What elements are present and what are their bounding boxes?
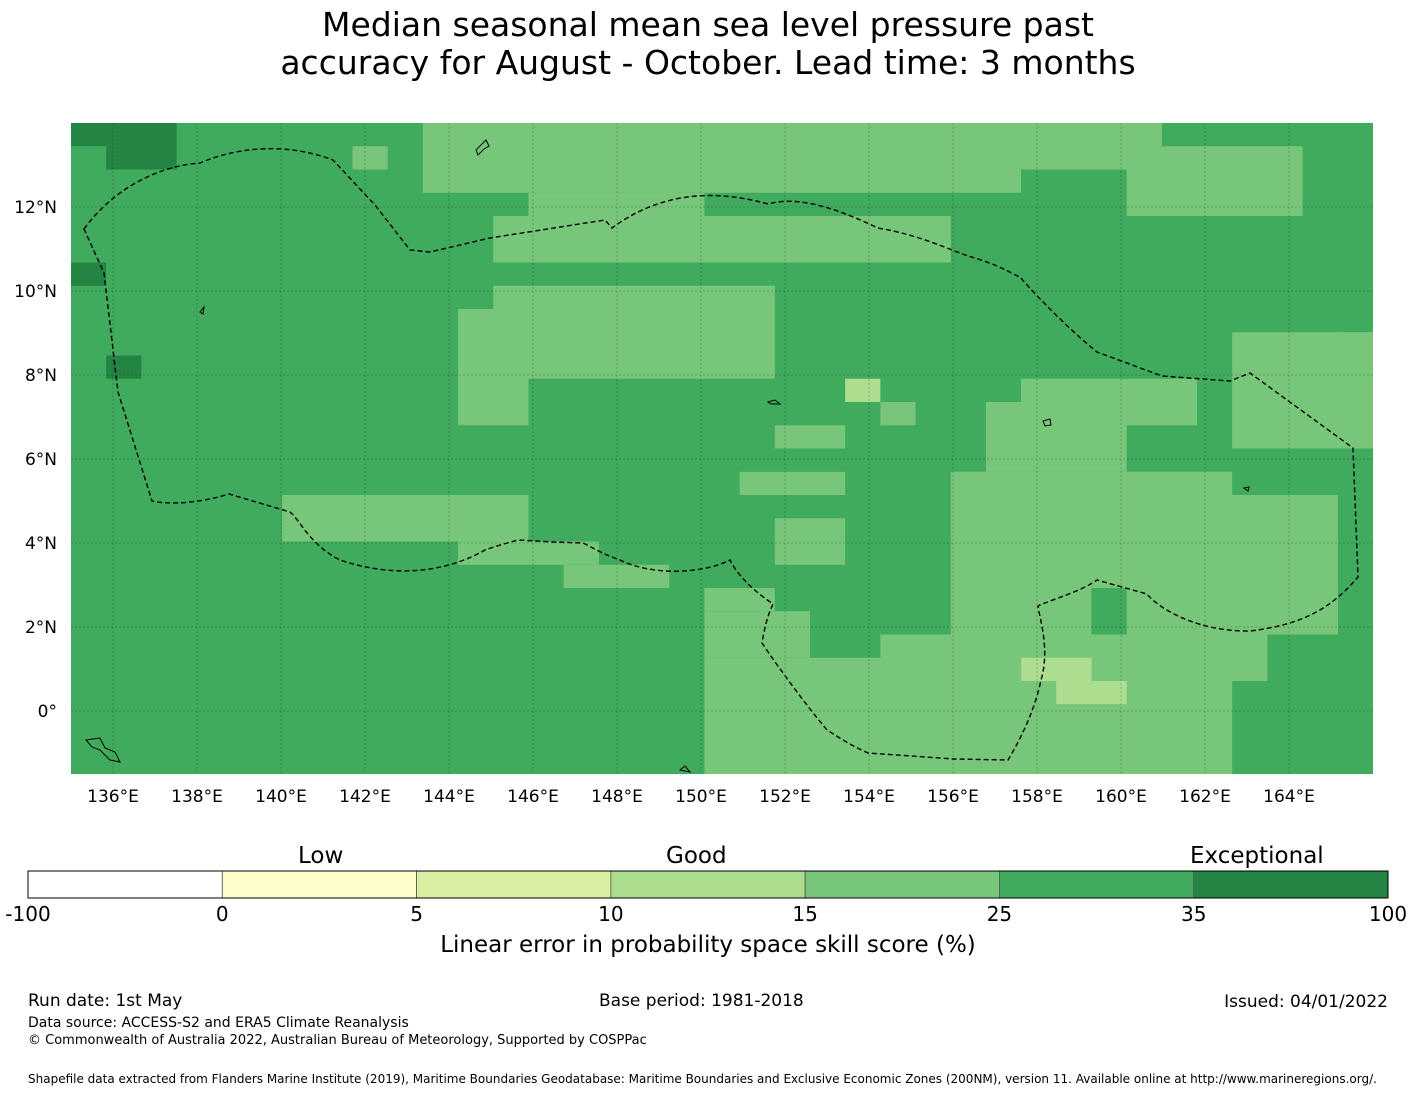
lon-tick-label: 142°E (339, 787, 391, 807)
eez-boundary-line (83, 147, 1359, 761)
lon-tick-label: 148°E (591, 787, 643, 807)
skill-cell (845, 239, 951, 263)
shapefile-credit: Shapefile data extracted from Flanders M… (28, 1072, 1377, 1086)
eez-boundary (83, 147, 1359, 761)
lon-tick-label: 156°E (927, 787, 979, 807)
skill-cell (950, 704, 1162, 774)
skill-cell (774, 518, 846, 565)
skill-cell (1337, 332, 1373, 449)
skill-cell (774, 425, 846, 449)
skill-cell (1126, 518, 1162, 565)
skill-cell (809, 704, 916, 774)
colorbar-tick-label: 100 (1368, 902, 1408, 926)
skill-cell (493, 285, 775, 379)
category-good: Good (666, 843, 727, 869)
colorbar-tick-label: -100 (5, 902, 51, 926)
skill-cell (1267, 588, 1338, 635)
pohnpei-island (1042, 418, 1052, 427)
skill-cell (1021, 378, 1198, 426)
colorbar-tick-label: 25 (986, 902, 1013, 926)
skill-cell (634, 495, 670, 519)
lat-tick-label: 6°N (25, 450, 57, 470)
chuuk-island (766, 399, 782, 405)
lon-tick-label: 144°E (423, 787, 475, 807)
skill-cell (1056, 681, 1127, 705)
lon-tick-label: 140°E (255, 787, 307, 807)
chart-title: Median seasonal mean sea level pressure … (0, 6, 1416, 82)
colorbar-label: Linear error in probability space skill … (440, 932, 976, 958)
png-coast (85, 737, 121, 763)
colorbar-tick-label: 35 (1180, 902, 1207, 926)
category-low: Low (298, 843, 344, 869)
skill-cell (106, 123, 177, 170)
lat-tick-label: 10°N (14, 282, 57, 302)
kosrae-island (1242, 486, 1250, 492)
lon-tick-label: 162°E (1179, 787, 1231, 807)
category-exceptional: Exceptional (1190, 843, 1324, 869)
colorbar-tick-label: 10 (598, 902, 624, 926)
lon-tick-label: 158°E (1011, 787, 1063, 807)
colorbar-tick-label: 5 (410, 902, 423, 926)
lat-tick-label: 4°N (25, 534, 57, 554)
skill-cell (704, 611, 810, 658)
colorbar-tick-label: 15 (792, 902, 818, 926)
lat-tick-label: 8°N (25, 366, 57, 386)
lat-tick-label: 2°N (25, 618, 57, 638)
lon-tick-label: 146°E (507, 787, 559, 807)
island-outlines (85, 139, 1250, 773)
run-date: Run date: 1st May (28, 991, 183, 1011)
skill-cell (282, 495, 529, 542)
lon-tick-label: 150°E (675, 787, 727, 807)
skill-cell (739, 448, 881, 472)
skill-cell (704, 588, 775, 612)
lon-tick-label: 160°E (1095, 787, 1147, 807)
base-period: Base period: 1981-2018 (599, 991, 804, 1011)
skill-cell (458, 309, 529, 426)
manus-island (678, 765, 692, 773)
skill-cell (352, 146, 388, 170)
lon-tick-label: 164°E (1263, 787, 1315, 807)
lat-tick-label: 0° (38, 702, 57, 722)
skill-cell (669, 448, 705, 472)
lon-tick-label: 136°E (87, 787, 139, 807)
skill-cell (845, 378, 881, 402)
skill-cell (880, 402, 916, 426)
lon-tick-label: 154°E (843, 787, 895, 807)
skill-cell (1021, 657, 1092, 681)
palau-island (199, 305, 205, 315)
skill-cell (739, 471, 846, 495)
skill-cell (528, 192, 705, 216)
skill-cell (1091, 588, 1127, 635)
skill-cell (563, 564, 670, 588)
skill-grid-cells (71, 123, 1373, 774)
lon-tick-label: 152°E (759, 787, 811, 807)
guam-island (475, 139, 490, 156)
skill-cell (1197, 634, 1268, 681)
issued-date: Issued: 04/01/2022 (1224, 992, 1388, 1012)
skill-cell (458, 541, 599, 565)
colorbar-tick-label: 0 (215, 902, 229, 926)
title-line-1: Median seasonal mean sea level pressure … (322, 5, 1094, 44)
title-line-2: accuracy for August - October. Lead time… (280, 43, 1136, 82)
copyright: © Commonwealth of Australia 2022, Austra… (28, 1033, 647, 1048)
skill-cell (71, 123, 107, 147)
lat-tick-label: 12°N (14, 198, 57, 218)
map-axes: 136°E 138°E 140°E 142°E 144°E 146°E 148°E 150°E… (14, 123, 1373, 807)
skill-cell (71, 262, 107, 286)
lon-tick-label: 138°E (171, 787, 223, 807)
skill-cell (422, 123, 1022, 193)
skill-cell (1021, 123, 1162, 170)
data-source: Data source: ACCESS-S2 and ERA5 Climate … (28, 1015, 409, 1031)
